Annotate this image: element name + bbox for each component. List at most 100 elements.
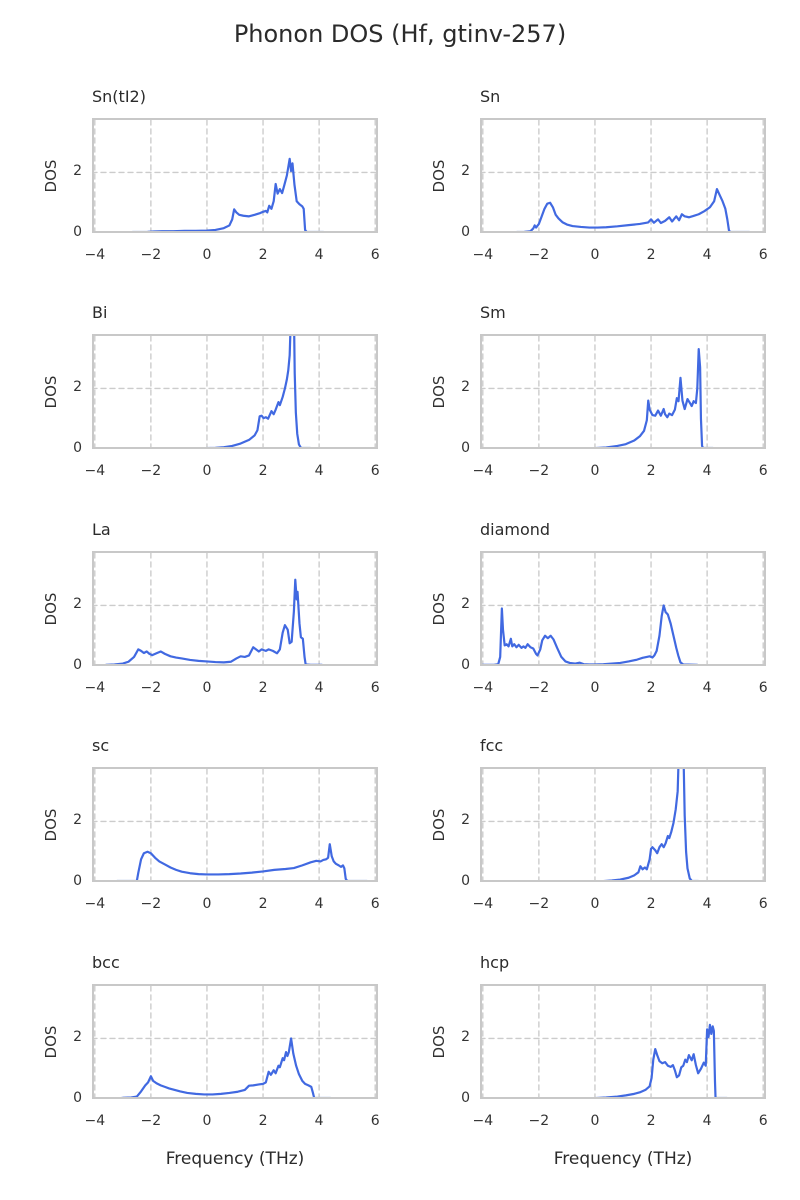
x-tick-label: −2	[140, 680, 162, 696]
x-tick-label: 6	[758, 896, 768, 912]
x-tick-label: −2	[528, 247, 550, 263]
subplot-title: hcp	[480, 953, 510, 972]
dos-curve-chart	[92, 984, 378, 1099]
plot-area	[480, 767, 766, 882]
y-tick-label: 0	[73, 1090, 82, 1106]
y-tick-label: 0	[461, 873, 470, 889]
x-tick-label: 2	[646, 463, 656, 479]
subplot-title: La	[92, 520, 111, 539]
x-tick-label: −4	[472, 896, 494, 912]
plot-area	[92, 334, 378, 449]
x-tick-labels: −4 −2 0 2 4 6	[84, 680, 379, 698]
x-tick-labels: −4 −2 0 2 4 6	[84, 896, 380, 914]
y-tick-label: 0	[73, 657, 82, 673]
x-tick-label: −2	[528, 680, 550, 696]
x-tick-label: −4	[472, 247, 494, 263]
y-tick-label: 0	[73, 440, 82, 456]
x-tick-label: 6	[370, 1113, 380, 1129]
x-tick-labels: −4 −2 0 2 4 6	[472, 247, 768, 265]
x-tick-label: 2	[258, 463, 268, 479]
dos-curve-chart	[92, 334, 378, 449]
x-tick-label: 2	[646, 1113, 656, 1129]
x-tick-label: −4	[472, 680, 494, 696]
x-tick-labels: −4 −2 0 2 4 6	[84, 463, 379, 481]
x-tick-label: 2	[258, 1113, 268, 1129]
x-tick-label: 6	[758, 247, 768, 263]
x-tick-label: 0	[202, 247, 212, 263]
subplot-title: Sm	[480, 303, 506, 322]
x-tick-label: 2	[258, 896, 268, 912]
plot-area	[92, 118, 378, 233]
x-tick-label: −4	[472, 1113, 494, 1129]
dos-curve-chart	[92, 551, 378, 666]
plot-area	[480, 118, 766, 233]
plot-area	[92, 767, 378, 882]
y-tick-label: 0	[461, 657, 470, 673]
x-tick-label: 0	[202, 463, 212, 479]
subplot-bcc: bcc DOS 2 0 −4 −2 0 2 4 6 Frequency (THz…	[40, 951, 390, 1186]
y-tick-label: 0	[461, 1090, 470, 1106]
y-tick-label: 2	[73, 812, 82, 828]
x-tick-label: −4	[84, 247, 106, 263]
x-tick-label: 4	[314, 1113, 324, 1129]
x-tick-labels: −4 −2 0 2 4 6	[472, 1113, 767, 1131]
x-tick-label: −2	[528, 896, 550, 912]
subplot-title: diamond	[480, 520, 551, 539]
y-tick-label: 0	[461, 224, 470, 240]
x-tick-label: −4	[84, 896, 106, 912]
y-tick-label: 0	[461, 440, 470, 456]
plot-area	[480, 334, 766, 449]
x-tick-label: 0	[590, 896, 600, 912]
plot-area	[480, 551, 766, 666]
plot-area	[92, 984, 378, 1099]
subplot-title: Sn	[480, 87, 501, 106]
x-tick-label: −4	[472, 463, 494, 479]
x-tick-label: 0	[202, 896, 212, 912]
dos-curve-chart	[480, 551, 766, 666]
y-tick-label: 2	[461, 1029, 470, 1045]
x-tick-label: 4	[314, 680, 324, 696]
subplot-hcp: hcp DOS 2 0 −4 −2 0 2 4 6 Frequency (THz…	[428, 951, 778, 1186]
x-tick-label: 6	[370, 247, 380, 263]
x-tick-label: 2	[646, 896, 656, 912]
subplot-sn-ti2: Sn(tI2) DOS 2 0 −4 −2 0 2 4 6	[40, 85, 390, 265]
y-tick-label: 2	[73, 379, 82, 395]
x-tick-label: −2	[140, 247, 162, 263]
x-tick-label: 4	[702, 1113, 712, 1129]
y-tick-label: 2	[73, 1029, 82, 1045]
x-tick-label: 4	[314, 247, 324, 263]
y-tick-label: 0	[73, 224, 82, 240]
x-axis-label: Frequency (THz)	[165, 1149, 305, 1169]
x-tick-label: 4	[314, 463, 324, 479]
subplot-title: fcc	[480, 736, 504, 755]
y-tick-label: 2	[461, 812, 470, 828]
dos-curve-chart	[480, 118, 766, 233]
y-tick-label: 2	[461, 163, 470, 179]
x-tick-label: −2	[528, 463, 550, 479]
x-tick-labels: −4 −2 0 2 4 6	[472, 896, 768, 914]
y-tick-label: 2	[73, 163, 82, 179]
subplot-title: Sn(tI2)	[92, 87, 146, 106]
x-tick-label: −2	[140, 896, 162, 912]
subplot-la: La DOS 2 0 −4 −2 0 2 4 6	[40, 518, 390, 698]
x-tick-label: −4	[84, 1113, 106, 1129]
x-tick-label: 0	[590, 247, 600, 263]
y-tick-label: 0	[73, 873, 82, 889]
x-tick-label: −4	[84, 463, 106, 479]
x-tick-label: 6	[370, 896, 380, 912]
dos-curve-chart	[480, 767, 766, 882]
y-tick-label: 2	[461, 379, 470, 395]
subplot-sc: sc DOS 2 0 −4 −2 0 2 4 6	[40, 734, 390, 914]
plot-area	[92, 551, 378, 666]
x-tick-label: 4	[314, 896, 324, 912]
x-tick-label: 4	[702, 463, 712, 479]
x-tick-label: −4	[84, 680, 106, 696]
x-tick-label: 0	[590, 463, 600, 479]
x-tick-label: 0	[202, 1113, 212, 1129]
subplot-title: Bi	[92, 303, 108, 322]
x-tick-labels: −4 −2 0 2 4 6	[472, 463, 767, 481]
x-tick-label: 0	[590, 1113, 600, 1129]
x-tick-label: 4	[702, 680, 712, 696]
x-axis-label: Frequency (THz)	[553, 1149, 693, 1169]
y-tick-label: 2	[461, 596, 470, 612]
